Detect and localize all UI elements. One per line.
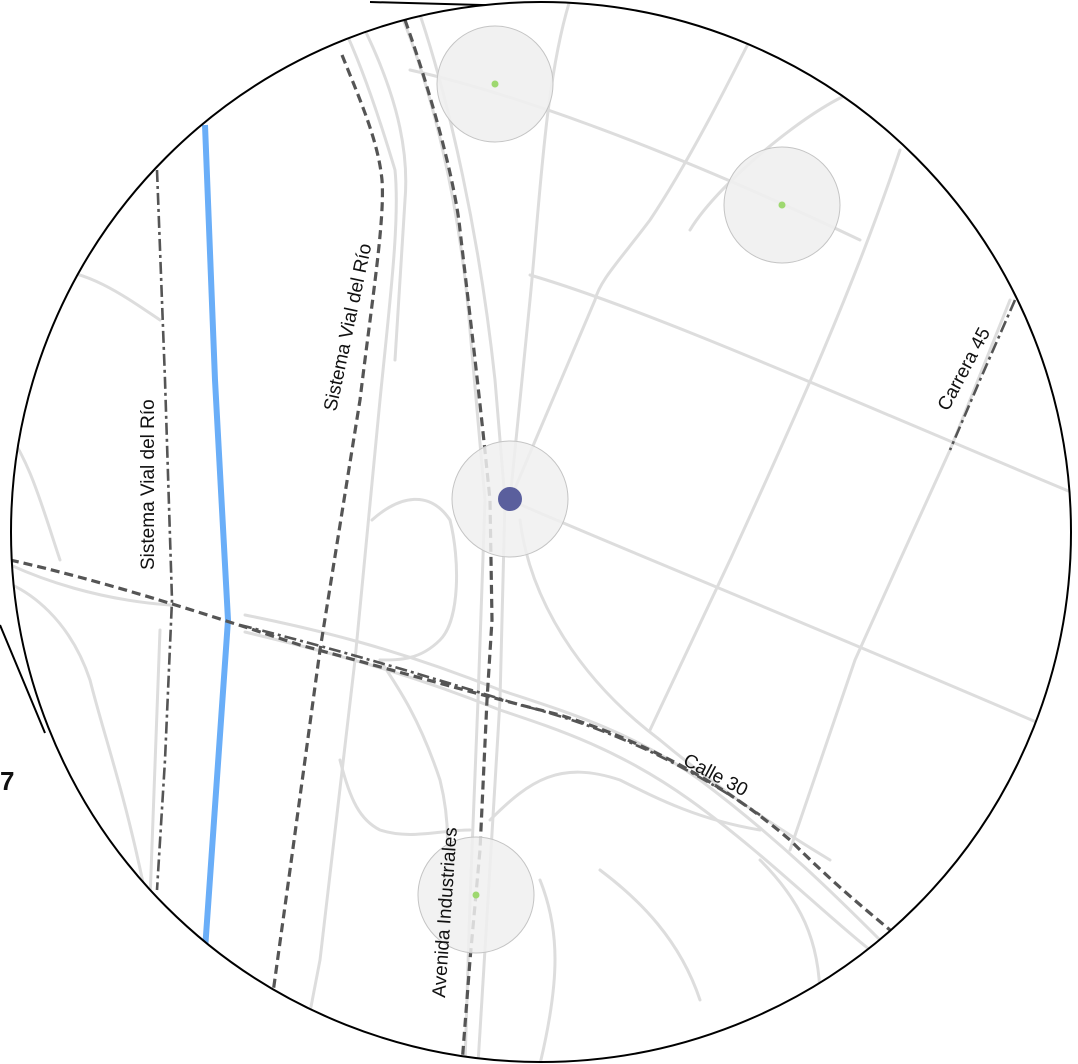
panel-number-label: 7 [0,766,14,796]
major-routes [11,19,1017,1062]
route-calle-30 [11,558,892,932]
buffer-northeast [723,146,841,264]
buffer-north [436,25,554,143]
label-sistema-vial-west: Sistema Vial del Río [138,399,159,570]
road [148,628,162,902]
station-dot[interactable] [472,891,480,899]
road [528,273,1071,497]
road [518,518,832,862]
route-calle-30-secondary [239,623,761,817]
road [488,770,762,832]
road [298,18,398,1062]
route-avenida-industriales [403,19,494,1062]
buffer-center [451,440,569,558]
road [370,497,459,662]
road [11,558,172,607]
road [508,18,762,502]
road [598,868,702,1002]
station-dot[interactable] [491,80,499,88]
lens-border [10,1,1072,1063]
route-carrera-45 [948,299,1017,451]
road [11,418,62,562]
road [648,148,902,732]
road [243,613,882,942]
road [788,298,1012,852]
road [338,758,472,836]
road [393,2,487,1062]
road [758,858,822,1002]
road [413,2,507,1062]
route-sistema-vial-west [155,169,174,891]
road [538,878,557,1062]
selected-location-dot[interactable] [498,487,522,511]
river [202,124,232,951]
station-buffers [417,25,841,954]
road [358,18,408,362]
buffer-south [417,836,535,954]
station-dot[interactable] [778,201,786,209]
road [243,630,872,952]
